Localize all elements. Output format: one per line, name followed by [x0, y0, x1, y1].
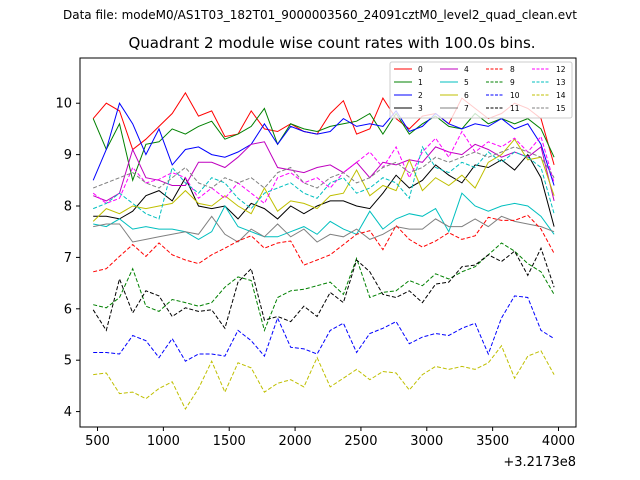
x-tick-label: 1000	[147, 434, 180, 449]
legend-label-14: 14	[556, 91, 566, 100]
legend-box	[389, 61, 573, 119]
chart-title: Quadrant 2 module wise count rates with …	[128, 34, 536, 52]
legend-label-0: 0	[418, 65, 423, 74]
legend-label-6: 6	[464, 91, 469, 100]
legend-label-7: 7	[464, 104, 469, 113]
x-tick-label: 500	[85, 434, 110, 449]
series-line-8	[93, 214, 555, 273]
y-axis: 4 5 6 7 8 9 10	[55, 97, 80, 420]
y-tick-label: 7	[64, 251, 72, 266]
y-tick-label: 8	[64, 200, 72, 215]
x-tick-label: 3500	[476, 434, 509, 449]
legend-label-1: 1	[418, 78, 423, 87]
series-line-10	[93, 295, 555, 362]
series-line-6	[92, 138, 555, 222]
legend-label-8: 8	[510, 65, 515, 74]
y-tick-label: 5	[64, 354, 72, 369]
x-tick-label: 4000	[542, 434, 575, 449]
series-line-7	[93, 215, 555, 243]
legend-label-12: 12	[556, 65, 566, 74]
legend-label-2: 2	[418, 91, 423, 100]
y-tick-label: 10	[55, 97, 72, 112]
legend-label-13: 13	[556, 78, 566, 87]
x-tick-label: 2000	[279, 434, 312, 449]
series-line-3	[93, 153, 555, 227]
y-tick-label: 9	[64, 148, 72, 163]
y-tick-label: 6	[64, 302, 72, 317]
axes-frame	[79, 57, 577, 428]
series-line-9	[93, 242, 555, 332]
legend-label-9: 9	[510, 78, 515, 87]
x-tick-label: 1500	[213, 434, 246, 449]
legend-label-10: 10	[510, 91, 520, 100]
legend-label-4: 4	[464, 65, 469, 74]
legend-label-11: 11	[510, 104, 520, 113]
legend-label-15: 15	[556, 104, 566, 113]
series-line-15	[93, 146, 555, 189]
legend-label-5: 5	[464, 78, 469, 87]
x-tick-label: 3000	[410, 434, 443, 449]
y-tick-label: 4	[64, 405, 72, 420]
x-axis-offset-label: +3.2173e8	[503, 455, 576, 470]
series-layer	[92, 91, 555, 411]
x-tick-label: 2500	[344, 434, 377, 449]
x-axis: 500 1000 1500 2000 2500 3000 3500 4000	[85, 427, 575, 449]
series-line-13	[93, 145, 555, 220]
series-line-4	[93, 141, 555, 202]
series-line-11	[92, 246, 555, 332]
series-line-14	[93, 344, 555, 411]
series-line-5	[93, 192, 555, 240]
legend-label-3: 3	[418, 104, 423, 113]
figure-suptitle: Data file: modeM0/AS1T03_182T01_90000035…	[63, 8, 577, 22]
series-line-2	[92, 101, 555, 186]
